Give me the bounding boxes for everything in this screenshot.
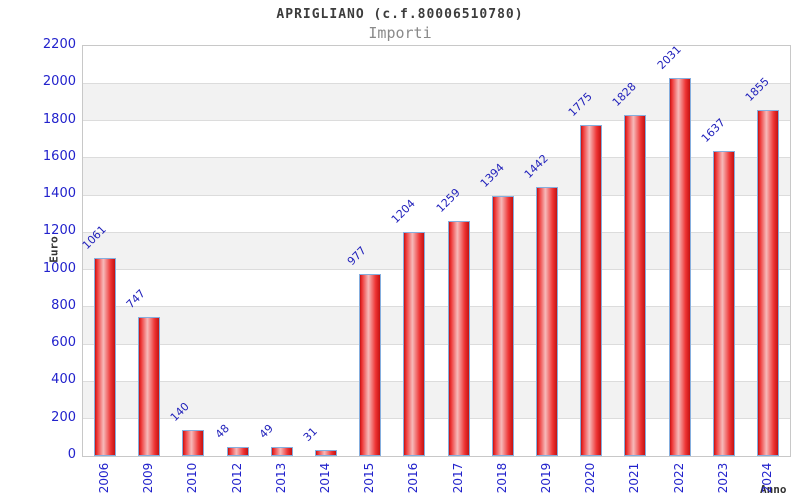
y-tick-label: 800 <box>51 297 76 313</box>
y-tick-label: 1600 <box>42 148 76 164</box>
x-tick-label: 2009 <box>141 462 156 494</box>
x-tick-label: 2006 <box>97 462 112 494</box>
bar <box>668 77 691 456</box>
x-tick-label: 2017 <box>450 462 465 494</box>
bar-value-label: 1204 <box>389 196 419 226</box>
y-tick-label: 1800 <box>42 111 76 127</box>
x-tick-label: 2016 <box>406 462 421 494</box>
x-tick-label: 2022 <box>671 462 686 494</box>
bar <box>756 110 779 456</box>
y-tick-label: 600 <box>51 335 76 351</box>
x-tick-label: 2023 <box>715 462 730 494</box>
x-axis-title: Anno <box>760 483 787 496</box>
bar <box>403 231 426 456</box>
y-axis-title: Euro <box>47 236 61 263</box>
bar <box>226 447 249 456</box>
gridline <box>83 418 790 420</box>
gridline <box>83 120 790 122</box>
x-tick-label: 2014 <box>318 462 333 494</box>
y-tick-label: 200 <box>51 409 76 425</box>
gridline <box>83 380 790 382</box>
y-tick-label: 400 <box>51 372 76 388</box>
bar-value-label: 31 <box>300 425 320 445</box>
x-tick-label: 2021 <box>627 462 642 494</box>
gridline <box>83 343 790 345</box>
x-tick-label: 2010 <box>185 462 200 494</box>
bar <box>270 446 293 456</box>
gridline <box>83 194 790 196</box>
plot-area: 1061 747 140 48 49 31 977 1204 1259 1394 1442 1775 1… <box>80 42 791 457</box>
bar <box>491 196 514 456</box>
bar <box>359 273 382 456</box>
bar <box>182 429 205 456</box>
gridline <box>83 157 790 159</box>
bar <box>447 221 470 456</box>
y-tick-label: 1200 <box>42 223 76 239</box>
bar <box>580 125 603 456</box>
chart-subtitle: Importi <box>368 24 432 42</box>
bar <box>94 258 117 456</box>
x-tick-label: 2024 <box>759 462 774 494</box>
bar-value-label: 2031 <box>654 42 684 72</box>
gridline <box>83 269 790 271</box>
x-tick-label: 2019 <box>538 462 553 494</box>
y-tick-label: 1400 <box>42 186 76 202</box>
gridline <box>83 82 790 84</box>
y-tick-label: 1000 <box>42 260 76 276</box>
x-tick-label: 2013 <box>273 462 288 494</box>
y-tick-label: 2000 <box>42 74 76 90</box>
gridline <box>83 306 790 308</box>
bar <box>712 150 735 456</box>
chart-title: APRIGLIANO (c.f.80006510780) <box>276 7 524 22</box>
bar <box>315 450 338 456</box>
gridline <box>83 231 790 233</box>
x-tick-label: 2018 <box>494 462 509 494</box>
x-tick-label: 2012 <box>229 462 244 494</box>
bar <box>624 115 647 456</box>
bar <box>138 316 161 456</box>
bar-value-label: 48 <box>212 421 232 442</box>
x-tick-label: 2020 <box>583 462 598 494</box>
bar <box>535 187 558 456</box>
y-tick-label: 0 <box>67 447 76 462</box>
y-tick-label: 2200 <box>42 37 76 52</box>
bar-value-label: 49 <box>256 421 276 441</box>
y-axis: 0 200 400 600 800 1000 1200 1400 1600 1800 2000 220… <box>28 37 76 462</box>
x-tick-label: 2015 <box>362 462 377 494</box>
